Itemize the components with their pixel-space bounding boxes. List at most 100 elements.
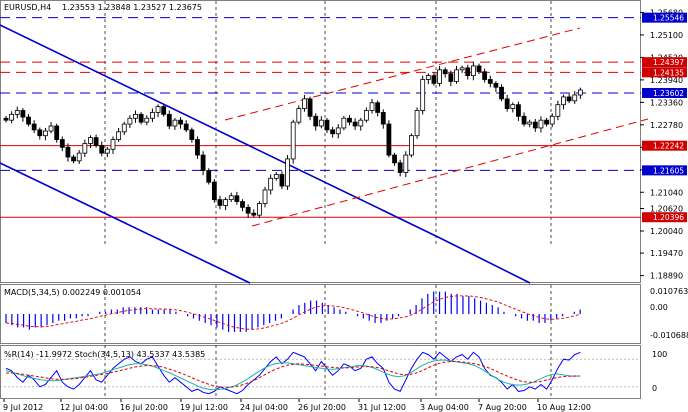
candle-body	[448, 73, 454, 82]
time-label: 19 Jul 12:00	[180, 403, 228, 412]
candle-body	[9, 113, 15, 121]
candle-body	[172, 119, 178, 127]
candle-body	[251, 212, 257, 216]
main-panel	[0, 0, 641, 283]
candle-body	[166, 113, 172, 127]
candle-body	[324, 119, 330, 131]
candle-body	[538, 119, 544, 129]
candle-body	[482, 71, 488, 80]
macd-tick-label: 0.010763	[650, 287, 688, 296]
candle-body	[245, 206, 251, 214]
candle-body	[138, 113, 144, 123]
trend-lines	[0, 24, 649, 284]
candle-body	[76, 152, 82, 162]
level-label: 1.22242	[653, 142, 684, 151]
macd-label: MACD(5,34,5) 0.002249 0.001054	[4, 288, 141, 297]
level-label: 1.23602	[653, 89, 684, 98]
candle-body	[217, 199, 223, 206]
candle-body	[352, 121, 358, 127]
candle-body	[425, 75, 431, 80]
candle-body	[330, 129, 336, 135]
candle-body	[133, 113, 138, 119]
price-tick-label: 1.23360	[650, 98, 683, 107]
candle-body	[561, 96, 566, 106]
candle-body	[369, 102, 375, 111]
price-tick-label: 1.20040	[650, 227, 683, 236]
candle-body	[279, 174, 285, 187]
candle-body	[223, 199, 229, 206]
stochastic-series: 100 0	[0, 350, 667, 395]
candle-body	[313, 115, 319, 127]
candle-body	[150, 112, 155, 119]
candle-body	[341, 117, 347, 129]
macd-series: 0.010763 0.00 -0.010688	[5, 287, 688, 340]
candle-body	[572, 94, 578, 102]
candle-body	[256, 203, 262, 216]
candle-body	[358, 119, 364, 127]
candle-body	[290, 121, 296, 160]
candle-body	[65, 146, 71, 158]
candle-body	[521, 115, 527, 125]
candle-body	[442, 69, 448, 75]
time-label: 12 Jul 04:00	[60, 403, 108, 412]
candle-body	[392, 154, 397, 164]
level-box	[642, 140, 687, 151]
candle-body	[37, 129, 43, 137]
candle-body	[386, 123, 392, 156]
candle-body	[454, 69, 459, 82]
candle-body	[48, 125, 54, 132]
time-label: 24 Jul 04:00	[240, 403, 288, 412]
level-box	[642, 165, 687, 176]
time-label: 7 Aug 20:00	[478, 403, 527, 412]
candle-body	[99, 144, 105, 154]
time-label: 31 Jul 12:00	[358, 403, 406, 412]
candle-body	[206, 170, 212, 183]
candle-body	[544, 119, 549, 125]
level-label: 1.25546	[653, 14, 684, 23]
red-channel-lower	[251, 118, 649, 227]
candle-body	[285, 158, 290, 187]
candle-body	[296, 108, 302, 123]
time-axis: 9 Jul 2012 12 Jul 04:00 16 Jul 20:00 19 Jul…	[3, 399, 591, 412]
stoch-tick-label: 100	[652, 350, 667, 359]
candle-body	[532, 121, 538, 129]
candle-body	[268, 177, 274, 191]
stoch-label: %R(14) -11.9972 Stoch(34,5,13) 43.5337 4…	[4, 350, 205, 359]
candle-body	[155, 106, 161, 113]
price-tick-label: 1.21040	[650, 188, 683, 197]
candle-body	[161, 106, 167, 115]
candle-body	[144, 117, 150, 123]
time-label: 9 Jul 2012	[3, 403, 43, 412]
candles	[3, 62, 583, 219]
macd-tick-label: 0.00	[650, 303, 668, 312]
candle-body	[487, 79, 493, 84]
macd-signal-line	[5, 295, 581, 330]
candle-body	[3, 117, 9, 121]
candle-body	[26, 116, 31, 125]
time-label: 3 Aug 04:00	[420, 403, 469, 412]
candle-body	[189, 129, 195, 140]
level-label: 1.24135	[653, 68, 684, 77]
candle-body	[420, 79, 426, 111]
level-box	[642, 87, 687, 98]
candle-body	[380, 112, 386, 125]
blue-trendline-upper	[0, 24, 441, 239]
candle-body	[470, 65, 476, 77]
candle-body	[527, 121, 533, 125]
blue-trendline-lower	[0, 162, 251, 284]
candle-body	[318, 119, 324, 127]
blue-trendline-lower-cont	[439, 237, 531, 284]
time-label: 16 Jul 20:00	[120, 403, 168, 412]
candle-body	[104, 148, 110, 154]
candle-body	[516, 104, 521, 117]
candle-body	[510, 104, 516, 109]
candle-body	[195, 139, 200, 156]
level-label: 1.21605	[653, 166, 684, 175]
candle-body	[262, 189, 268, 204]
candle-body	[273, 174, 279, 179]
level-box	[642, 57, 687, 68]
candle-body	[465, 67, 471, 77]
candle-body	[59, 139, 65, 148]
